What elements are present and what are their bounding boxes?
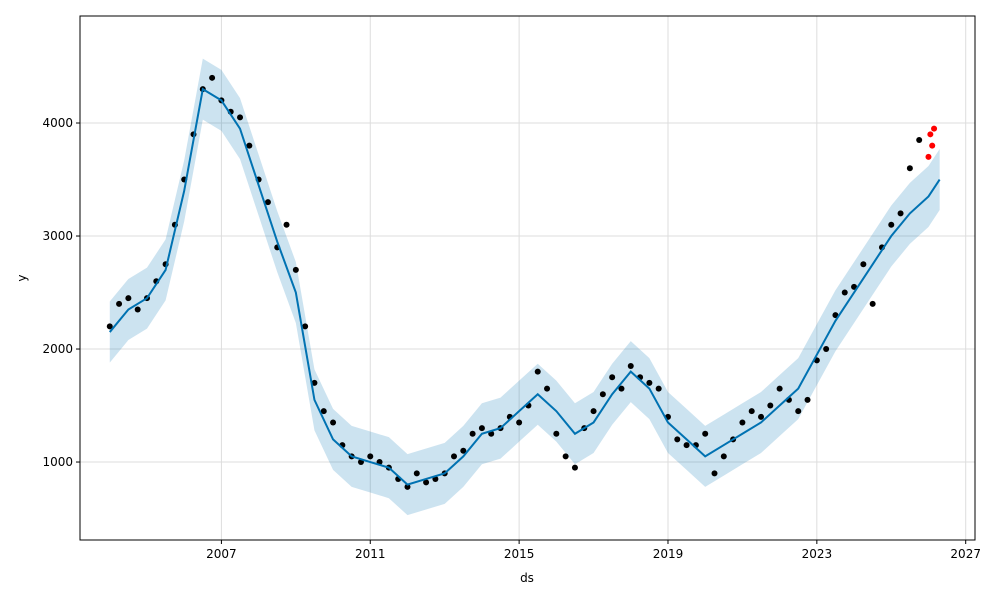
y-tick-label: 2000: [42, 342, 73, 356]
plot-frame: [79, 15, 976, 541]
data-point: [869, 300, 876, 307]
data-point: [767, 402, 774, 409]
data-point: [571, 464, 578, 471]
data-point: [758, 413, 765, 420]
data-point: [292, 266, 299, 273]
x-tick-label: 2007: [206, 547, 237, 561]
data-point: [311, 379, 318, 386]
x-tick-label: 2011: [355, 547, 386, 561]
data-point: [795, 408, 802, 415]
x-tick-label: 2027: [950, 547, 981, 561]
data-point: [897, 210, 904, 217]
x-tick-label: 2015: [504, 547, 535, 561]
y-axis-label: y: [15, 274, 29, 281]
data-point: [776, 385, 783, 392]
data-point: [841, 289, 848, 296]
data-point: [748, 408, 755, 415]
data-point: [125, 295, 132, 302]
y-tick-label: 4000: [42, 116, 73, 130]
data-point: [925, 153, 932, 160]
data-point: [599, 391, 606, 398]
data-point: [553, 430, 560, 437]
data-point: [618, 385, 625, 392]
data-point: [106, 323, 113, 330]
uncertainty-band: [109, 58, 940, 516]
data-point: [804, 396, 811, 403]
data-point: [330, 419, 337, 426]
data-point: [702, 430, 709, 437]
data-point: [927, 131, 934, 138]
data-point: [367, 453, 374, 460]
data-point: [683, 442, 690, 449]
x-tick-label: 2023: [802, 547, 833, 561]
data-point: [134, 306, 141, 313]
data-point: [544, 385, 551, 392]
data-point: [302, 323, 309, 330]
y-tick-label: 3000: [42, 229, 73, 243]
data-point: [929, 142, 936, 149]
data-point: [609, 374, 616, 381]
x-tick-label: 2019: [653, 547, 684, 561]
data-point: [237, 114, 244, 121]
data-point: [283, 221, 290, 228]
data-point: [888, 221, 895, 228]
data-point: [423, 479, 430, 486]
data-point: [906, 165, 913, 172]
y-tick-label: 1000: [42, 455, 73, 469]
data-point: [655, 385, 662, 392]
data-point: [711, 470, 718, 477]
data-point: [739, 419, 746, 426]
plot-area: [80, 16, 975, 540]
data-point: [116, 300, 123, 307]
data-point: [860, 261, 867, 268]
data-point: [646, 379, 653, 386]
data-point: [562, 453, 569, 460]
data-point: [469, 430, 476, 437]
data-point: [720, 453, 727, 460]
data-point: [246, 142, 253, 149]
x-axis-label: ds: [520, 571, 534, 585]
data-point: [478, 425, 485, 432]
data-point: [413, 470, 420, 477]
data-point: [320, 408, 327, 415]
data-point: [451, 453, 458, 460]
data-point: [823, 346, 830, 353]
data-point: [460, 447, 467, 454]
data-point: [851, 283, 858, 290]
data-point: [832, 312, 839, 319]
data-point: [931, 125, 938, 132]
data-point: [534, 368, 541, 375]
forecast-line: [108, 87, 941, 486]
data-point: [264, 199, 271, 206]
data-point: [516, 419, 523, 426]
data-point: [590, 408, 597, 415]
data-point: [916, 136, 923, 143]
data-point: [627, 362, 634, 369]
data-point: [209, 74, 216, 81]
data-point: [404, 483, 411, 490]
data-point: [674, 436, 681, 443]
